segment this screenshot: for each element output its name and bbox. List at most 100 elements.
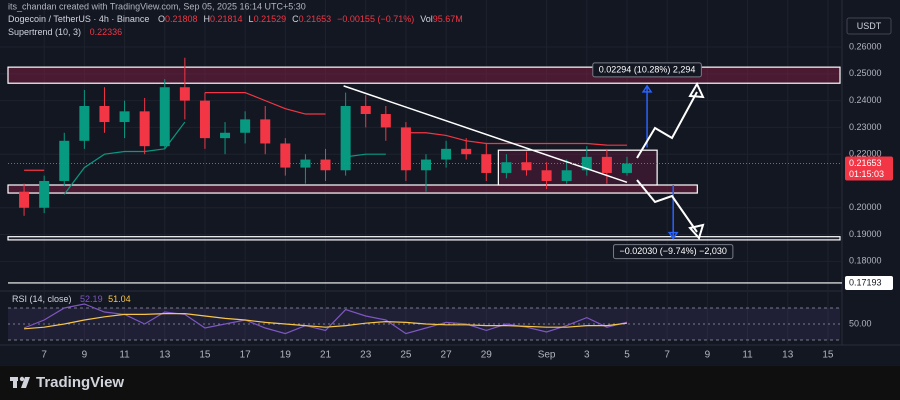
projection-down-path — [636, 179, 698, 233]
rsi-line — [24, 313, 628, 330]
rsi-legend: RSI (14, close) 52.19 51.04 — [12, 294, 131, 304]
volume-value: 95.67M — [433, 14, 463, 24]
candle-body — [601, 156, 612, 173]
footer-background — [0, 366, 900, 400]
y-tick-label: 0.24000 — [849, 95, 882, 105]
y-tick-label: 0.25000 — [849, 68, 882, 78]
logo-stem — [13, 377, 17, 388]
currency-box[interactable] — [846, 17, 892, 35]
candle-body — [621, 163, 632, 173]
candle-body — [380, 114, 391, 128]
ohlc-value: 0.21808 — [165, 14, 198, 24]
measure-label: 0.02294 (10.28%) 2,294 — [599, 64, 696, 74]
y-tick-label: 0.20000 — [849, 202, 882, 212]
zone — [7, 236, 841, 241]
logo-slash — [21, 377, 30, 388]
supertrend-line — [405, 132, 627, 146]
rsi-ma-value: 51.04 — [108, 294, 131, 304]
supertrend-line — [204, 91, 326, 115]
level-label: 0.17193 — [849, 277, 882, 287]
zone — [7, 184, 698, 194]
candle-body — [561, 170, 572, 181]
y-tick-label: 0.26000 — [849, 41, 882, 51]
candle-body — [179, 87, 190, 101]
x-tick-label: 25 — [400, 350, 412, 361]
y-tick-label: 0.19000 — [849, 229, 882, 239]
x-tick-label: 23 — [360, 350, 372, 361]
candle-body — [280, 143, 291, 168]
rsi-name: RSI (14, close) — [12, 294, 72, 304]
candle-body — [521, 162, 532, 171]
last-price-box — [845, 156, 893, 181]
trendline — [343, 85, 628, 184]
candle-body — [79, 105, 90, 141]
symbol: Dogecoin / TetherUS · 4h · Binance — [8, 14, 149, 24]
candle-body — [159, 87, 170, 147]
volume-label: Vol — [420, 14, 433, 24]
measure-arrowhead — [667, 231, 679, 240]
x-tick-label: Sep — [538, 350, 556, 361]
zone — [7, 66, 841, 84]
last-price-label: 0.21653 — [849, 158, 882, 168]
x-tick-label: 27 — [441, 350, 453, 361]
x-tick-label: 15 — [199, 350, 211, 361]
y-tick-label: 0.18000 — [849, 256, 882, 266]
candle-body — [481, 154, 492, 173]
measure-arrowhead — [641, 84, 653, 93]
candle-body — [119, 111, 130, 123]
candle-body — [260, 119, 271, 144]
ohlc-label: C — [292, 14, 299, 24]
supertrend-line — [345, 153, 386, 158]
indicator-legend: Supertrend (10, 3) 0.22336 — [8, 27, 122, 37]
header-text: its_chandan created with TradingView.com… — [8, 1, 306, 11]
candle-body — [360, 105, 371, 115]
x-tick-label: 13 — [782, 350, 794, 361]
x-tick-label: 17 — [240, 350, 252, 361]
x-tick-label: 19 — [280, 350, 292, 361]
plot: 0.02294 (10.28%) 2,294 −0.02030 (−9.74%) … — [7, 57, 842, 341]
logo-dot — [19, 376, 25, 382]
symbol-legend: Dogecoin / TetherUS · 4h · Binance O0.21… — [8, 14, 463, 24]
x-tick-label: 7 — [664, 350, 670, 361]
indicator-value: 0.22336 — [90, 27, 123, 37]
candle-body — [441, 148, 452, 160]
y-tick-label: 50.00 — [849, 318, 872, 328]
overlay — [636, 81, 705, 240]
x-tick-label: 13 — [159, 350, 171, 361]
candle-body — [421, 159, 432, 171]
x-tick-label: 7 — [41, 350, 47, 361]
candle-body — [19, 191, 30, 208]
y-tick-label: 0.22000 — [849, 149, 882, 159]
ohlc-value: 0.21529 — [254, 14, 287, 24]
candle-body — [581, 156, 592, 171]
x-tick-label: 21 — [320, 350, 332, 361]
rsi-value: 52.19 — [80, 294, 103, 304]
countdown-label: 01:15:03 — [849, 169, 884, 179]
chart-background — [0, 0, 900, 366]
candle-body — [541, 170, 552, 181]
candle-body — [139, 111, 150, 147]
candle-body — [340, 105, 351, 171]
x-tick-label: 9 — [82, 350, 88, 361]
candle-body — [39, 180, 50, 208]
ohlc-value: 0.21814 — [210, 14, 243, 24]
projection-down-arrowhead — [688, 223, 705, 240]
x-tick-label: 5 — [624, 350, 630, 361]
candle-body — [59, 140, 70, 181]
candle-body — [99, 105, 110, 123]
projection-up-path — [636, 91, 698, 159]
x-tick-label: 15 — [822, 350, 834, 361]
ohlc-value: 0.21653 — [299, 14, 332, 24]
indicator-name: Supertrend (10, 3) — [8, 27, 81, 37]
change: −0.00155 (−0.71%) — [337, 14, 414, 24]
ohlc-label: O — [158, 14, 165, 24]
measure-label-box — [613, 244, 734, 260]
x-tick-label: 11 — [119, 350, 130, 361]
x-tick-label: 29 — [481, 350, 493, 361]
measure-label: −0.02030 (−9.74%) −2,030 — [620, 246, 727, 256]
currency[interactable]: USDT — [857, 21, 882, 31]
ohlc-label: H — [204, 14, 211, 24]
candle-body — [461, 148, 472, 155]
